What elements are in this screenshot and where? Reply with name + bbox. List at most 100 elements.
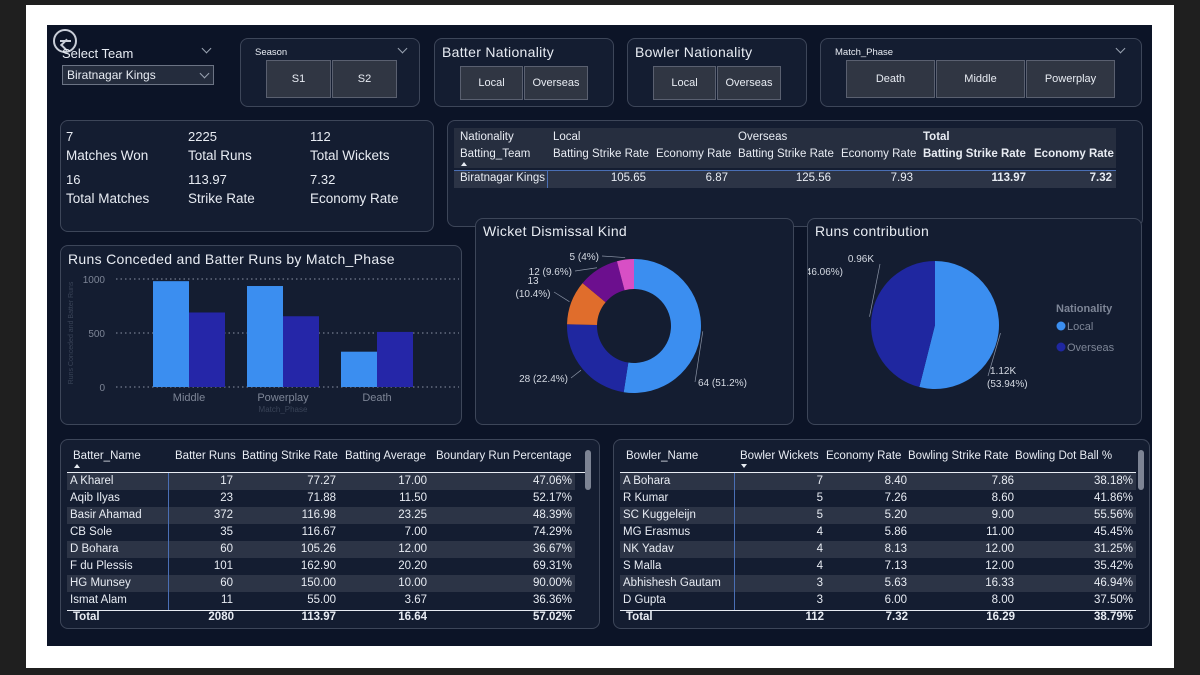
batter-row[interactable]: Basir Ahamad 372 116.98 23.25 48.39% [67, 507, 575, 524]
legend-marker[interactable] [1056, 321, 1066, 331]
chart-title: Runs Conceded and Batter Runs by Match_P… [68, 251, 395, 267]
x-tick-label: Death [362, 392, 391, 404]
bowler-scroll-thumb[interactable] [1138, 450, 1144, 490]
bowler-row[interactable]: Abhishesh Gautam 3 5.63 16.33 46.94% [620, 575, 1136, 592]
batter-row[interactable]: A Kharel 17 77.27 17.00 47.06% [67, 473, 575, 490]
bowler-row[interactable]: NK Yadav 4 8.13 12.00 31.25% [620, 541, 1136, 558]
table-cell: 5.63 [826, 575, 910, 592]
donut-slice[interactable] [567, 283, 606, 326]
slice-label-line: 1.12K [990, 366, 1016, 377]
legend-marker[interactable] [1056, 342, 1066, 352]
batter-row[interactable]: D Bohara 60 105.26 12.00 36.67% [67, 541, 575, 558]
batter-table-header-bg [67, 450, 585, 473]
bowler-col-header[interactable]: Economy Rate [826, 450, 902, 462]
bar[interactable] [377, 331, 413, 387]
matrix-cell: 105.65 [610, 172, 646, 184]
bowler-row[interactable]: MG Erasmus 4 5.86 11.00 45.45% [620, 524, 1136, 541]
bar[interactable] [283, 316, 319, 387]
season-option-s1[interactable]: S1 [266, 60, 331, 98]
slice-label: 1.12K (53.94%) [987, 366, 1028, 390]
matrix-data-row[interactable] [454, 170, 1116, 188]
matrix-row-divider [547, 170, 548, 188]
runs-by-phase-chart-card: Runs Conceded and Batter Runs by Match_P… [60, 245, 462, 425]
matrix-measure-header: Economy Rate [841, 148, 917, 160]
sort-descending-icon [741, 464, 747, 468]
batter-nationality-local[interactable]: Local [460, 66, 523, 100]
bowler-nationality-overseas[interactable]: Overseas [717, 66, 781, 100]
batter-col-header[interactable]: Batter Runs [175, 450, 236, 462]
table-cell: 20.20 [339, 558, 430, 575]
batter-row[interactable]: F du Plessis 101 162.90 20.20 69.31% [67, 558, 575, 575]
matrix-row-header: Nationality [460, 131, 514, 143]
matrix-header-bg [454, 128, 1116, 168]
kpi-label: Total Wickets [310, 148, 390, 163]
donut-slice[interactable] [582, 261, 625, 303]
chevron-down-icon[interactable] [1115, 43, 1126, 54]
batter-total-cell: 57.02% [532, 611, 572, 623]
table-cell: CB Sole [67, 524, 168, 541]
legend-label[interactable]: Overseas [1067, 342, 1115, 354]
kpi-label: Economy Rate [310, 191, 399, 206]
bowler-col-header[interactable]: Bowler Wickets [740, 450, 819, 462]
pie-slice[interactable] [919, 261, 999, 389]
table-cell: 8.40 [826, 473, 910, 490]
bowler-table-divider [734, 473, 735, 623]
match-phase-middle[interactable]: Middle [936, 60, 1025, 98]
back-arrow-icon[interactable] [53, 29, 77, 53]
matrix-row-sub-header[interactable]: Batting_Team [460, 148, 531, 160]
batter-row[interactable]: CB Sole 35 116.67 7.00 74.29% [67, 524, 575, 541]
bar[interactable] [153, 281, 189, 387]
bar[interactable] [189, 312, 225, 387]
chevron-down-icon[interactable] [397, 43, 408, 54]
bowler-col-header[interactable]: Bowling Dot Ball % [1015, 450, 1113, 462]
bowler-row[interactable]: SC Kuggeleijn 5 5.20 9.00 55.56% [620, 507, 1136, 524]
slice-label-line: 13 [527, 276, 539, 287]
bowler-total-cell: 38.79% [1093, 611, 1133, 623]
batter-row[interactable]: HG Munsey 60 150.00 10.00 90.00% [67, 575, 575, 592]
bowler-scrollbar[interactable] [1138, 450, 1144, 624]
batter-row[interactable]: Aqib Ilyas 23 71.88 11.50 52.17% [67, 490, 575, 507]
donut-slice[interactable] [567, 324, 629, 393]
season-option-s2[interactable]: S2 [332, 60, 397, 98]
table-cell: Basir Ahamad [67, 507, 168, 524]
matrix-measure-header: Economy Rate [656, 148, 732, 160]
bowler-row[interactable]: S Malla 4 7.13 12.00 35.42% [620, 558, 1136, 575]
matrix-col-group: Local [553, 131, 581, 143]
bowler-row[interactable]: A Bohara 7 8.40 7.86 38.18% [620, 473, 1136, 490]
match-phase-death[interactable]: Death [846, 60, 935, 98]
batter-scrollbar[interactable] [585, 450, 591, 624]
legend-label[interactable]: Local [1067, 321, 1093, 333]
slice-label: 13 (10.4%) [515, 276, 550, 300]
batter-col-header[interactable]: Boundary Run Percentage [436, 450, 572, 462]
bowler-col-header[interactable]: Bowling Strike Rate [908, 450, 1009, 462]
sort-ascending-icon [461, 162, 467, 166]
donut-slice[interactable] [616, 259, 634, 291]
bowler-row[interactable]: D Gupta 3 6.00 8.00 37.50% [620, 592, 1136, 609]
team-dropdown[interactable]: Biratnagar Kings [62, 65, 214, 85]
bowler-row[interactable]: R Kumar 5 7.26 8.60 41.86% [620, 490, 1136, 507]
table-cell: 372 [168, 507, 236, 524]
bowler-nationality-local[interactable]: Local [653, 66, 716, 100]
batter-row[interactable]: Ismat Alam 11 55.00 3.67 36.36% [67, 592, 575, 609]
table-cell: 10.00 [339, 575, 430, 592]
batter-nationality-overseas[interactable]: Overseas [524, 66, 588, 100]
table-cell: 16.33 [910, 575, 1017, 592]
table-cell: 36.67% [430, 541, 575, 558]
chevron-down-icon[interactable] [201, 43, 212, 54]
slice-label-line: (10.4%) [515, 289, 550, 300]
batter-col-header[interactable]: Batting Average [345, 450, 426, 462]
pie-slice[interactable] [871, 261, 935, 388]
match-phase-powerplay[interactable]: Powerplay [1026, 60, 1115, 98]
batter-col-header[interactable]: Batting Strike Rate [242, 450, 338, 462]
bar[interactable] [341, 351, 377, 387]
table-cell: 77.27 [236, 473, 339, 490]
table-cell: 11.00 [910, 524, 1017, 541]
y-tick-label: 500 [88, 329, 105, 340]
batter-scroll-thumb[interactable] [585, 450, 591, 490]
bar[interactable] [247, 286, 283, 387]
table-cell: F du Plessis [67, 558, 168, 575]
bowler-col-header[interactable]: Bowler_Name [626, 450, 699, 462]
donut-slice[interactable] [623, 259, 701, 393]
batter-col-header[interactable]: Batter_Name [73, 450, 141, 462]
y-tick-label: 0 [99, 383, 105, 394]
